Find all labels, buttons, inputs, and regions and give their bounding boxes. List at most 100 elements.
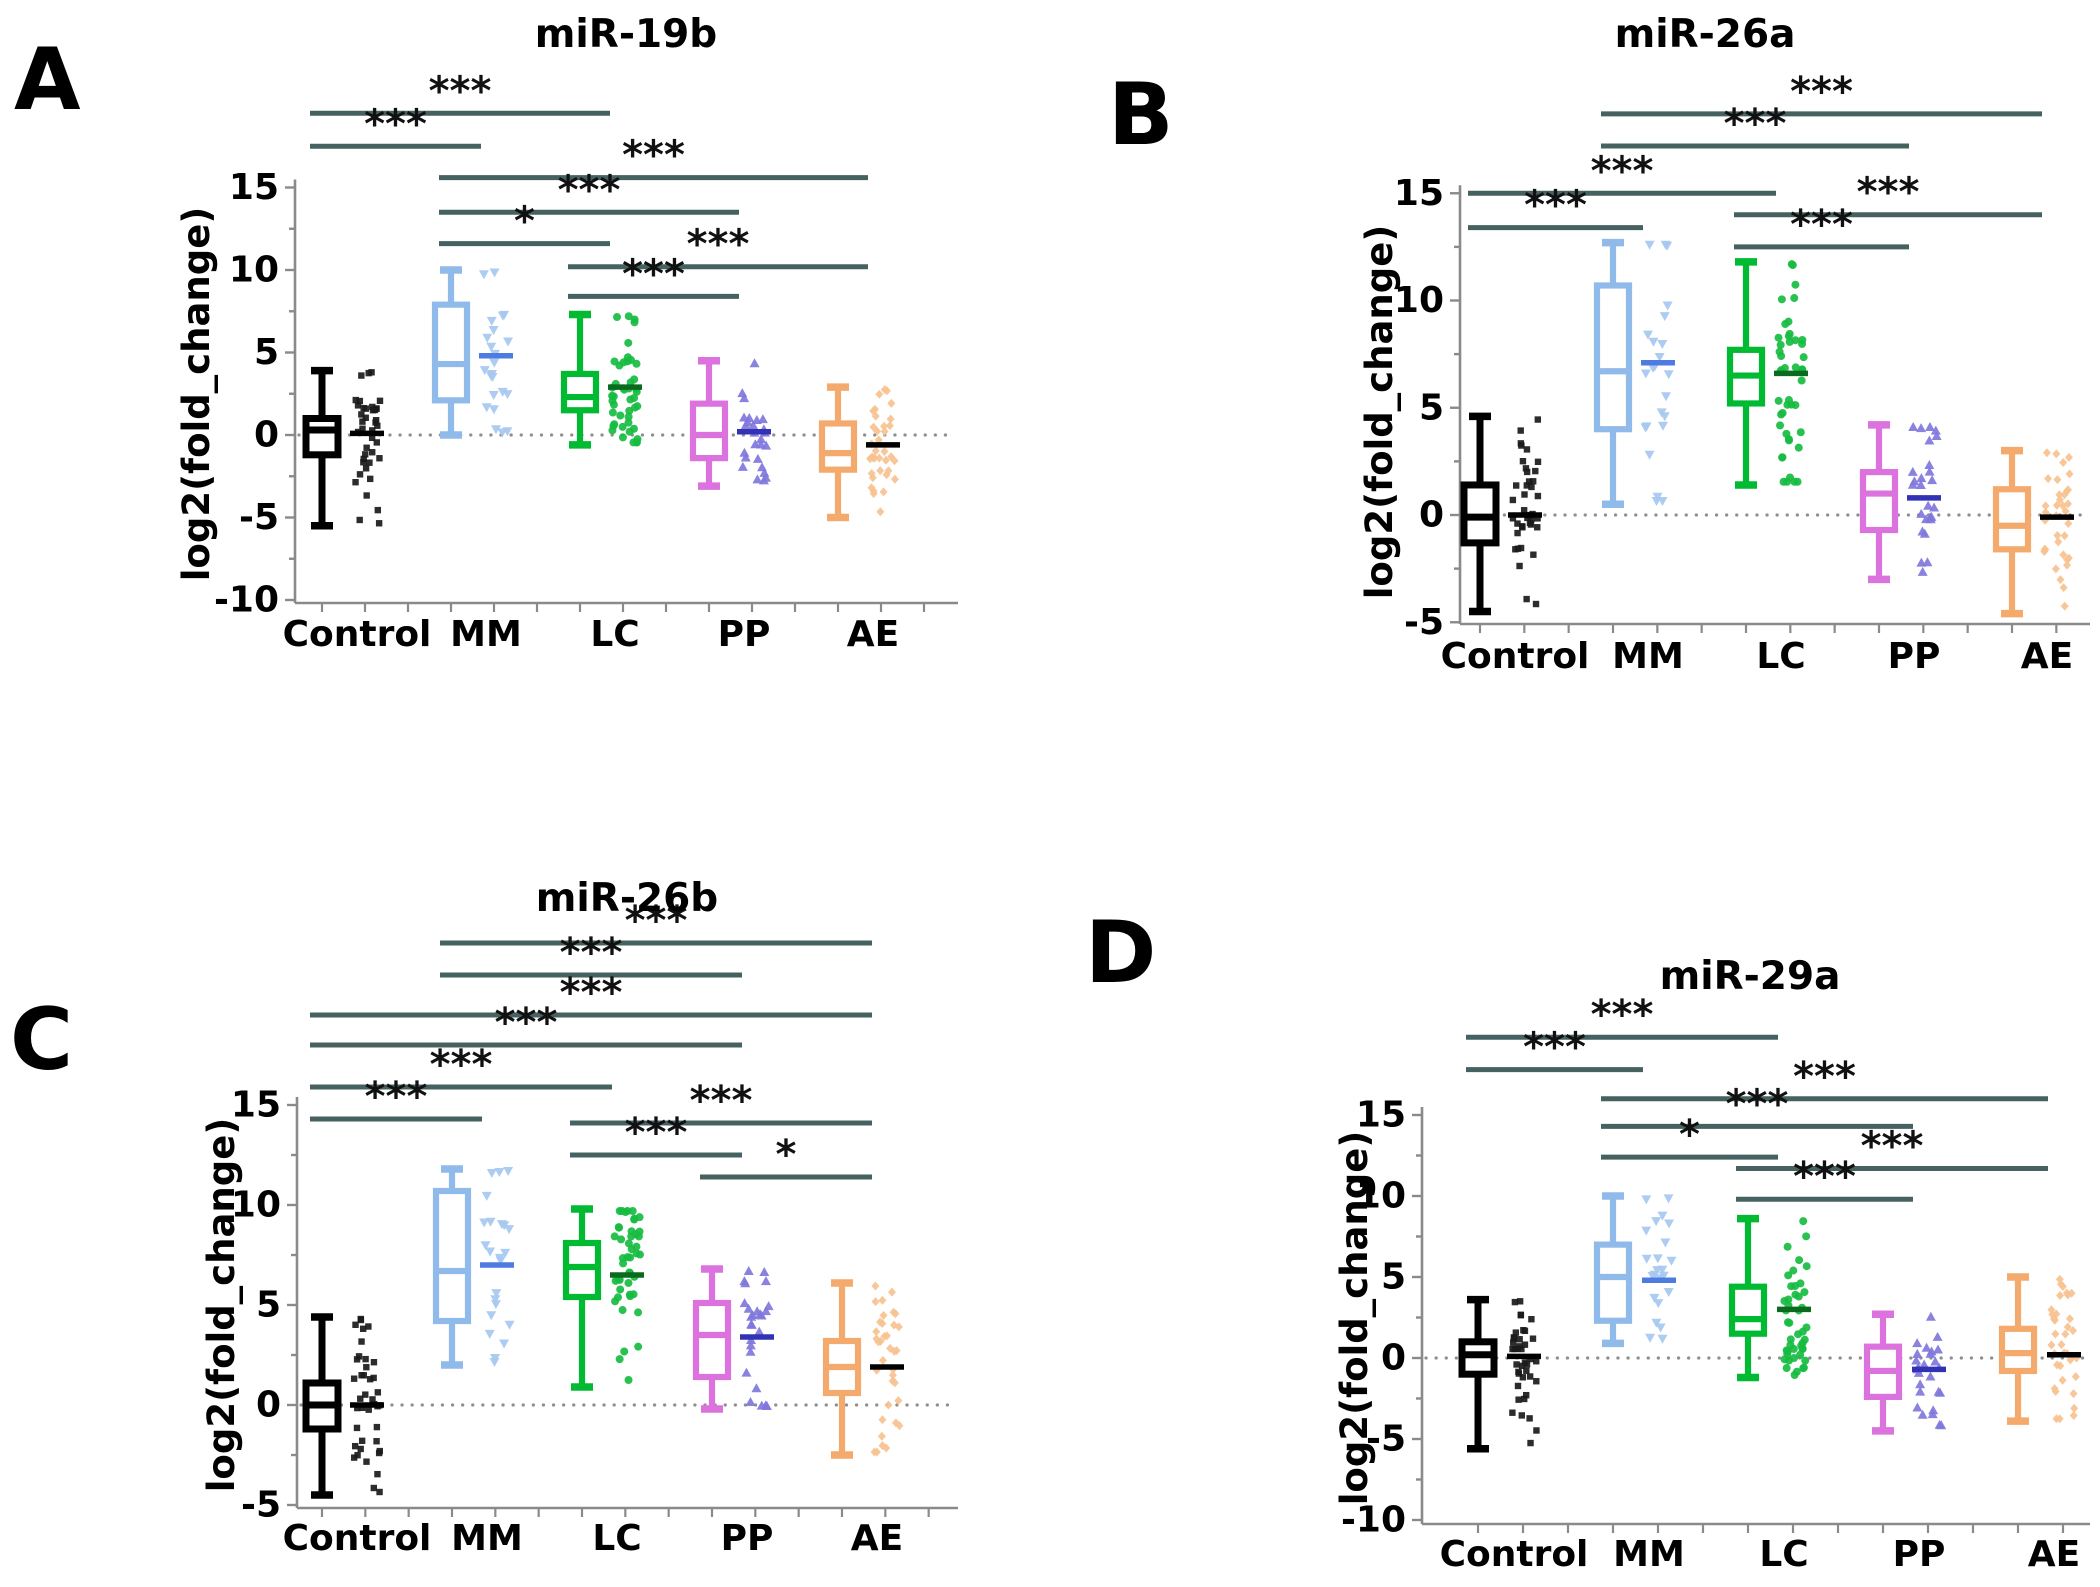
sig-bar-MM-PP: *** [439,167,739,215]
boxplot-Control [302,1313,342,1499]
sig-stars: *** [622,133,685,179]
panel-B: B miR-26a log2(fold_change) -5 0 5 10 15 Cont… [1050,0,2100,850]
scatter-LC [608,312,642,447]
y-tick-label: 15 [231,1085,281,1126]
sig-stars: *** [560,930,623,976]
sig-stars: *** [625,1110,688,1156]
sig-stars: *** [558,167,621,213]
boxplot-LC [560,310,600,449]
y-tick-label: 10 [231,1185,281,1226]
x-label-Control: Control [1440,1534,1589,1575]
panel-A-y-axis-label: log2(fold_change) [175,206,218,582]
sig-stars: *** [1724,101,1787,147]
sig-stars: *** [625,898,688,944]
sig-bar-Control-MM: *** [1466,1025,1643,1073]
x-label-LC: LC [1756,636,1805,677]
scatter-AE [866,385,900,517]
sig-bar-MM-PP: *** [1601,1081,1913,1129]
boxplot-LC [562,1205,602,1391]
sig-bar-Control-PP: *** [310,1000,742,1048]
panel-C: C miR-26b log2(fold_change) -5 0 5 10 15 Cont… [0,850,1050,1587]
x-label-PP: PP [718,614,771,655]
sig-stars: *** [1523,1025,1586,1071]
scatter-AE [2040,448,2074,611]
scatter-AE [2047,1274,2081,1424]
x-axis [1460,622,2090,633]
scatter-LC [610,1207,644,1384]
scatter-AE [870,1281,904,1457]
x-label-MM: MM [451,1518,523,1559]
sig-bar-LC-PP: *** [568,251,739,299]
x-label-LC: LC [590,614,639,655]
scatter-PP [1907,422,1942,576]
panel-D-letter: D [1085,903,1157,1003]
x-label-MM: MM [1612,636,1684,677]
y-tick-label: 10 [229,250,279,291]
y-tick-label: 5 [1419,387,1444,428]
y-tick-label: 15 [1394,173,1444,214]
scatter-PP [1911,1311,1947,1430]
boxplot-MM [432,1165,472,1369]
panel-A-title: miR-19b [534,12,718,57]
sig-stars: *** [495,1000,558,1046]
panel-A-letter: A [14,30,81,130]
sig-stars: *** [1790,202,1853,248]
sig-bar-MM-AE: *** [440,898,872,946]
x-label-AE: AE [2021,636,2073,677]
x-label-MM: MM [1613,1534,1685,1575]
sig-stars: *** [429,68,492,114]
x-label-MM: MM [450,614,522,655]
x-label-LC: LC [1759,1534,1808,1575]
sig-stars: *** [1857,170,1920,216]
sig-bar-MM-LC: * [1601,1112,1778,1160]
scatter-Control [1507,1298,1541,1447]
sig-bar-Control-LC: *** [1466,992,1778,1040]
x-axis [297,1506,958,1517]
sig-bar-Control-LC: *** [310,1042,612,1090]
y-tick-label: 5 [254,332,279,373]
sig-bar-MM-LC: * [439,199,610,247]
y-tick-label: 10 [1394,280,1444,321]
panel-B-y-axis-label: log2(fold_change) [1358,224,1401,600]
boxplot-PP [692,1265,732,1413]
sig-stars: *** [1726,1081,1789,1127]
sig-bar-LC-PP: *** [1736,1154,1913,1202]
x-label-PP: PP [1893,1534,1946,1575]
scatter-MM [479,1167,515,1367]
sig-bar-MM-AE: *** [1601,1054,2048,1102]
panel-B-title: miR-26a [1614,12,1796,57]
sig-stars: *** [365,1074,428,1120]
y-tick-label: -5 [239,497,279,538]
sig-stars: *** [622,251,685,297]
x-label-Control: Control [283,1518,432,1559]
y-axis: -5 0 5 10 15 [231,1085,299,1526]
sig-bar-Control-MM: *** [310,1074,482,1122]
x-label-Control: Control [1441,636,1590,677]
sig-stars: *** [430,1042,493,1088]
boxplot-Control [1458,1295,1498,1453]
scatter-LC [1774,260,1808,486]
y-tick-label: 0 [1419,495,1444,536]
y-tick-label: -5 [1366,1419,1406,1460]
sig-bar-Control-AE: *** [310,970,872,1018]
scatter-Control [350,369,384,527]
sig-stars: * [514,199,535,245]
scatter-MM [478,268,514,438]
boxplot-Control [1460,412,1500,616]
sig-stars: *** [364,101,427,147]
sig-stars: *** [687,222,750,268]
x-label-AE: AE [851,1518,903,1559]
boxplot-PP [689,357,729,490]
sig-stars: *** [1524,183,1587,229]
sig-stars: *** [1591,148,1654,194]
x-label-AE: AE [2028,1534,2080,1575]
panel-C-title: miR-26b [535,876,719,921]
panel-C-y-axis-label: log2(fold_change) [200,1117,243,1493]
sig-bar-MM-PP: *** [1601,101,1909,149]
sig-bar-MM-PP: *** [440,930,742,978]
scatter-Control [1508,416,1542,608]
y-axis: -10 -5 0 5 10 15 [214,167,297,621]
sig-stars: * [776,1132,797,1178]
